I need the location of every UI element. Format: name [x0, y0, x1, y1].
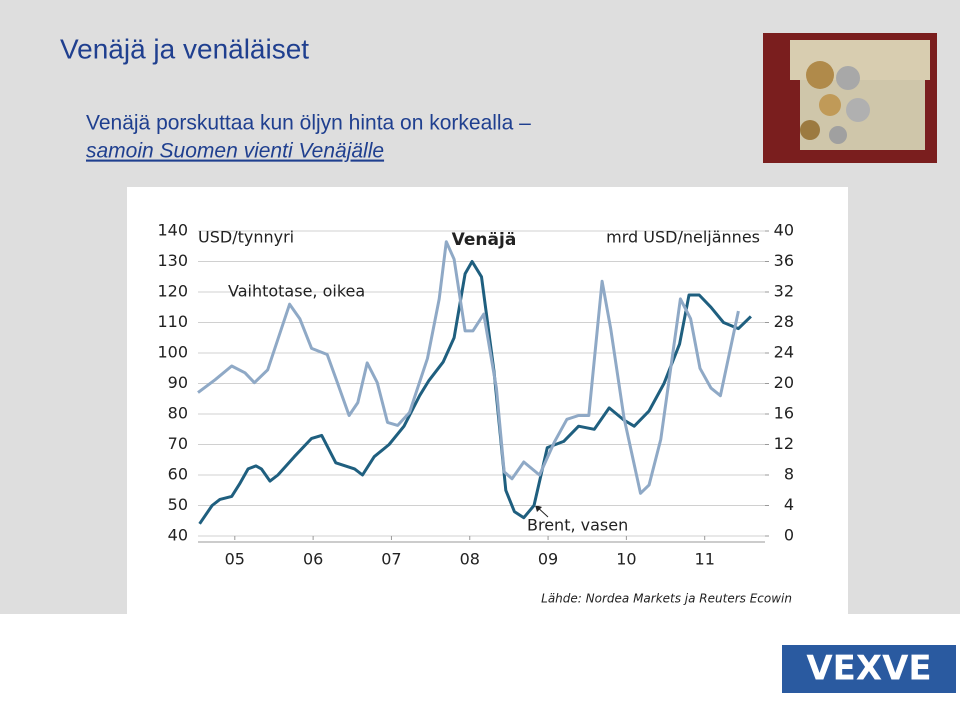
y-tick-label: 50: [168, 495, 188, 514]
y-tick-label: 40: [168, 526, 188, 545]
y-tick-label: 100: [157, 343, 188, 362]
x-tick-label: 11: [695, 550, 715, 569]
y-tick-label: 60: [168, 465, 188, 484]
y-axis-label: USD/tynnyri: [198, 228, 294, 247]
slide-subtitle: Venäjä porskuttaa kun öljyn hinta on kor…: [86, 112, 531, 135]
y-tick-label: 130: [157, 251, 188, 270]
y-tick-label: 140: [157, 221, 188, 240]
logo-text: VEXVE: [806, 649, 931, 689]
series-label: Vaihtotase, oikea: [228, 282, 365, 301]
y2-tick-label: 0: [784, 526, 794, 545]
y2-tick-label: 28: [774, 312, 794, 331]
x-tick-label: 10: [616, 550, 636, 569]
y2-tick-label: 8: [784, 465, 794, 484]
x-tick-label: 05: [225, 550, 245, 569]
x-tick-label: 08: [460, 550, 480, 569]
data-line: [198, 260, 752, 525]
slide-subtitle-link[interactable]: samoin Suomen vienti Venäjälle: [86, 140, 384, 163]
y-tick-label: 110: [157, 312, 188, 331]
money-photo: [763, 33, 937, 163]
series-label: Brent, vasen: [527, 516, 628, 535]
chart-panel: [127, 187, 848, 614]
y2-tick-label: 16: [774, 404, 794, 423]
source: Lähde: Nordea Markets ja Reuters Ecowin: [541, 592, 792, 606]
slide-title: Venäjä ja venäläiset: [60, 33, 309, 64]
y-tick-label: 80: [168, 404, 188, 423]
y2-tick-label: 32: [774, 282, 794, 301]
y2-tick-label: 24: [774, 343, 794, 362]
y2-tick-label: 12: [774, 434, 794, 453]
arrow-head: [535, 505, 542, 512]
data-line: [197, 240, 740, 495]
x-tick-label: 09: [538, 550, 558, 569]
y-tick-label: 120: [157, 282, 188, 301]
y-tick-label: 70: [168, 434, 188, 453]
x-tick-label: 06: [303, 550, 323, 569]
y2-tick-label: 20: [774, 373, 794, 392]
y2-tick-label: 4: [784, 495, 794, 514]
chart-title: Venäjä: [452, 230, 517, 250]
x-tick-label: 07: [381, 550, 401, 569]
y2-tick-label: 40: [774, 221, 794, 240]
logo: VEXVE: [782, 645, 956, 693]
y2-tick-label: 36: [774, 251, 794, 270]
y2-axis-label: mrd USD/neljännes: [606, 228, 760, 247]
y-tick-label: 90: [168, 373, 188, 392]
